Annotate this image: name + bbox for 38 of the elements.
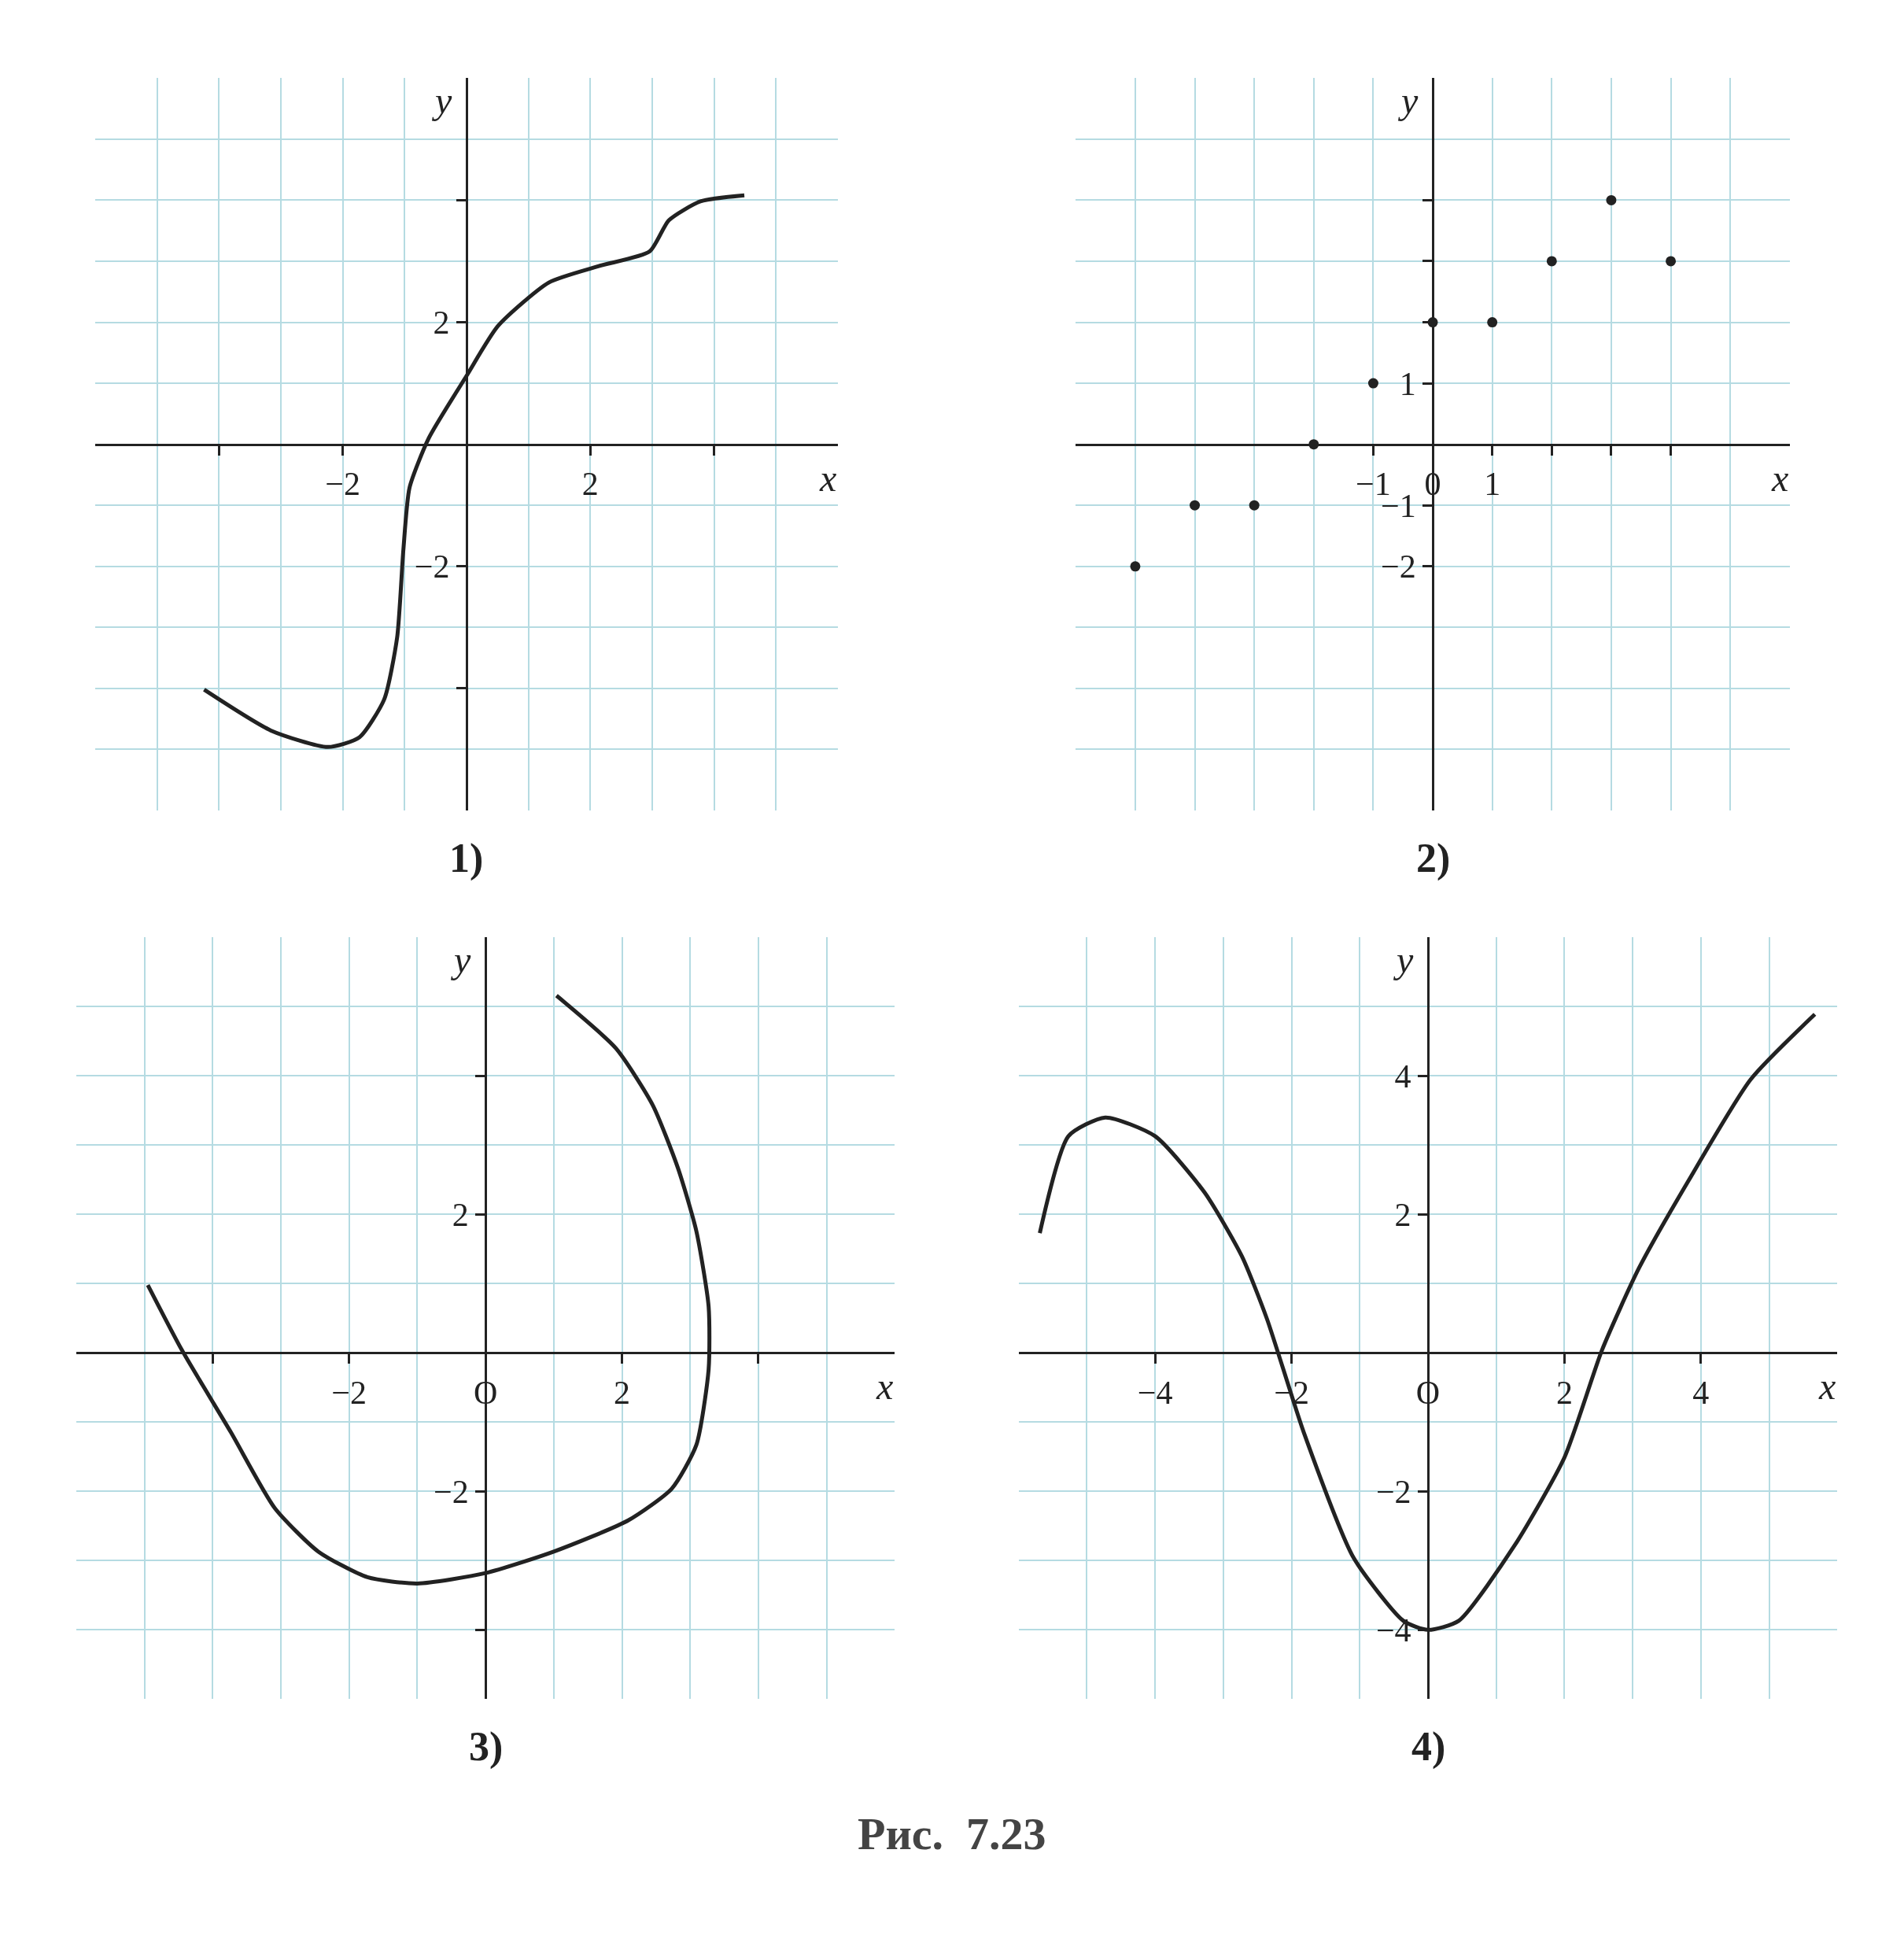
y-tick-label: −2 [1380, 548, 1416, 585]
y-tick-label: 1 [1399, 365, 1416, 402]
y-tick-label: 4 [1394, 1058, 1411, 1095]
text: Рис. 7.23 [858, 1808, 1046, 1859]
x-tick-label: −4 [1137, 1374, 1173, 1411]
x-tick-label: 1 [1484, 466, 1501, 503]
text: 4) [1411, 1724, 1446, 1770]
point [1190, 500, 1201, 511]
y-tick-label: −2 [414, 548, 450, 585]
y-tick-label: −2 [434, 1474, 469, 1511]
x-tick-label: 4 [1692, 1374, 1710, 1411]
x-axis-title: x [1818, 1365, 1836, 1407]
point [1487, 317, 1498, 328]
point [1249, 500, 1260, 511]
point [1666, 256, 1677, 267]
point [1546, 256, 1557, 267]
x-tick-label: −2 [331, 1374, 367, 1411]
point [1606, 194, 1617, 205]
x-axis-title: x [1771, 457, 1789, 499]
x-tick-label: 2 [614, 1374, 631, 1411]
y-axis-title: y [1397, 79, 1419, 121]
y-tick-label: 2 [452, 1197, 469, 1234]
text: 2) [1416, 836, 1451, 881]
y-axis-title: y [431, 79, 452, 121]
y-axis-title: y [1393, 939, 1414, 980]
x-axis-title: x [876, 1365, 894, 1407]
point [1367, 378, 1378, 389]
text: 3) [469, 1724, 504, 1770]
x-tick-label: −2 [325, 466, 360, 503]
x-tick-label: 2 [1555, 1374, 1573, 1411]
y-tick-label: 2 [433, 305, 450, 341]
x-axis-title: x [819, 457, 837, 499]
y-tick-label: −2 [1375, 1474, 1411, 1511]
point [1130, 561, 1141, 572]
text: 1) [449, 836, 484, 881]
x-tick-label: 2 [581, 466, 599, 503]
y-axis-title: y [450, 939, 471, 980]
y-tick-label: 2 [1394, 1197, 1411, 1234]
